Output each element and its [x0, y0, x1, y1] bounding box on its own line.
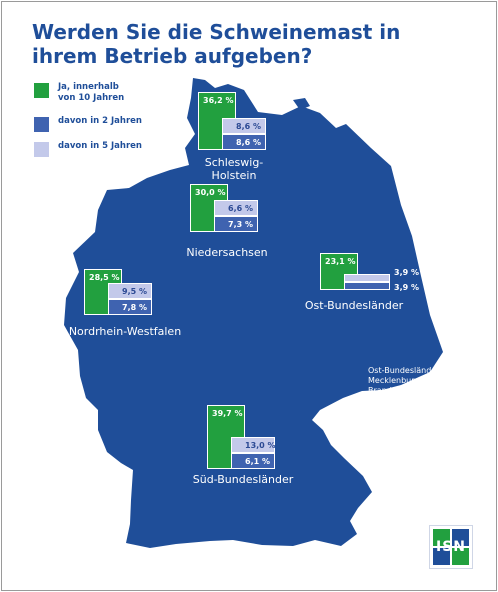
bar-in-5-nrw: [108, 283, 152, 299]
region-label-sued: Süd-Bundesländer: [193, 473, 294, 486]
region-label-ni: Niedersachsen: [186, 246, 267, 259]
legend-item-in-5: davon in 5 Jahren: [34, 141, 142, 157]
chart-title-line-2: ihrem Betrieb aufgeben?: [32, 44, 313, 68]
value-label-in-5-nrw: 9,5 %: [122, 287, 147, 296]
note-ost-line-1: Ost-Bundesländer:: [368, 366, 443, 375]
region-label-sued-line-1: Süd-Bundesländer: [192, 473, 294, 486]
region-label-nrw: Nordrhein-Westfalen: [69, 325, 181, 338]
bar-in-5-ost: [344, 274, 390, 282]
value-label-in-2-ni: 7,3 %: [228, 220, 253, 229]
legend-label-ja-10-line-2: von 10 Jahren: [58, 93, 125, 103]
legend-label-in-5: davon in 5 Jahren: [58, 141, 142, 152]
region-label-sh-line-1: Schleswig-: [204, 156, 264, 169]
value-label-in-2-sued: 6,1 %: [245, 457, 270, 466]
bar-in-5-sh: [222, 118, 266, 134]
value-label-in-5-sh: 8,6 %: [236, 122, 261, 131]
value-label-ja-10-ost: 23,1 %: [325, 257, 356, 267]
value-label-in-2-sh: 8,6 %: [236, 138, 261, 147]
value-label-ja-10-sued: 39,7 %: [212, 409, 243, 419]
isn-logo-text: ISN: [435, 539, 466, 555]
isn-logo-graphic: [433, 529, 469, 565]
region-label-nrw-line-1: Nordrhein-Westfalen: [68, 325, 182, 338]
bar-in-5-ni: [214, 200, 258, 216]
value-label-ja-10-ni: 30,0 %: [195, 188, 226, 197]
bar-in-2-sh: [222, 134, 266, 150]
germany-map-shape: [64, 78, 443, 548]
value-label-ja-10-nrw: 28,5 %: [89, 273, 120, 283]
chart-title: Werden Sie die Schweinemast in ihrem Bet…: [32, 20, 400, 68]
value-label-in-5-ost: 3,9 %: [394, 268, 419, 277]
value-label-in-5-sued: 13,0 %: [245, 441, 276, 450]
legend-swatch-ja-10: [34, 83, 49, 98]
bar-in-2-ni: [214, 216, 258, 232]
note-sued-bundeslaender: Süd-Bundesländer: Bayern, Baden-Württemb…: [368, 410, 485, 450]
legend-label-in-5-line-1: davon in 5 Jahren: [58, 141, 142, 151]
value-label-in-5-ni: 6,6 %: [228, 204, 253, 213]
bar-in-5-sued: [231, 437, 275, 453]
note-ost-line-2: Mecklenburg-Vorpommern,: [368, 376, 477, 385]
value-label-in-2-nrw: 7,8 %: [122, 303, 147, 312]
legend-item-ja-10: Ja, innerhalb von 10 Jahren: [34, 82, 124, 104]
isn-logo-icon: ISN: [429, 525, 473, 569]
bar-in-2-ost: [344, 282, 390, 290]
legend-label-ja-10: Ja, innerhalb von 10 Jahren: [58, 82, 124, 104]
legend-item-in-2: davon in 2 Jahren: [34, 116, 142, 132]
region-label-ost: Ost-Bundesländer: [305, 299, 403, 312]
note-ost-line-3: Brandenburg, Sachsen,: [368, 386, 462, 395]
legend-swatch-in-2: [34, 117, 49, 132]
legend-label-in-2-line-1: davon in 2 Jahren: [58, 116, 142, 126]
region-label-ni-line-1: Niedersachsen: [186, 246, 268, 259]
note-sued-line-2: Bayern, Baden-Württemberg,: [368, 420, 486, 429]
bar-in-2-nrw: [108, 299, 152, 315]
legend-label-in-2: davon in 2 Jahren: [58, 116, 142, 127]
note-ost-line-4: Sachsen-Anhalt, Thüringen: [368, 396, 476, 405]
value-label-ja-10-sh: 36,2 %: [203, 96, 234, 106]
value-label-in-2-ost: 3,9 %: [394, 283, 419, 292]
region-label-sh: Schleswig- Holstein: [205, 156, 264, 182]
note-sued-line-4: Saarland: [368, 440, 404, 449]
note-sued-line-3: Hessen, Rheinland-Pfalz,: [368, 430, 467, 439]
note-sued-line-1: Süd-Bundesländer:: [368, 410, 444, 419]
legend-swatch-in-5: [34, 142, 49, 157]
region-label-sh-line-2: Holstein: [211, 169, 257, 182]
legend-label-ja-10-line-1: Ja, innerhalb: [58, 82, 119, 92]
note-ost-bundeslaender: Ost-Bundesländer: Mecklenburg-Vorpommern…: [368, 366, 476, 406]
map-inner-island: [293, 98, 310, 110]
region-label-ost-line-1: Ost-Bundesländer: [304, 299, 404, 312]
bar-in-2-sued: [231, 453, 275, 469]
chart-title-line-1: Werden Sie die Schweinemast in: [32, 20, 401, 44]
